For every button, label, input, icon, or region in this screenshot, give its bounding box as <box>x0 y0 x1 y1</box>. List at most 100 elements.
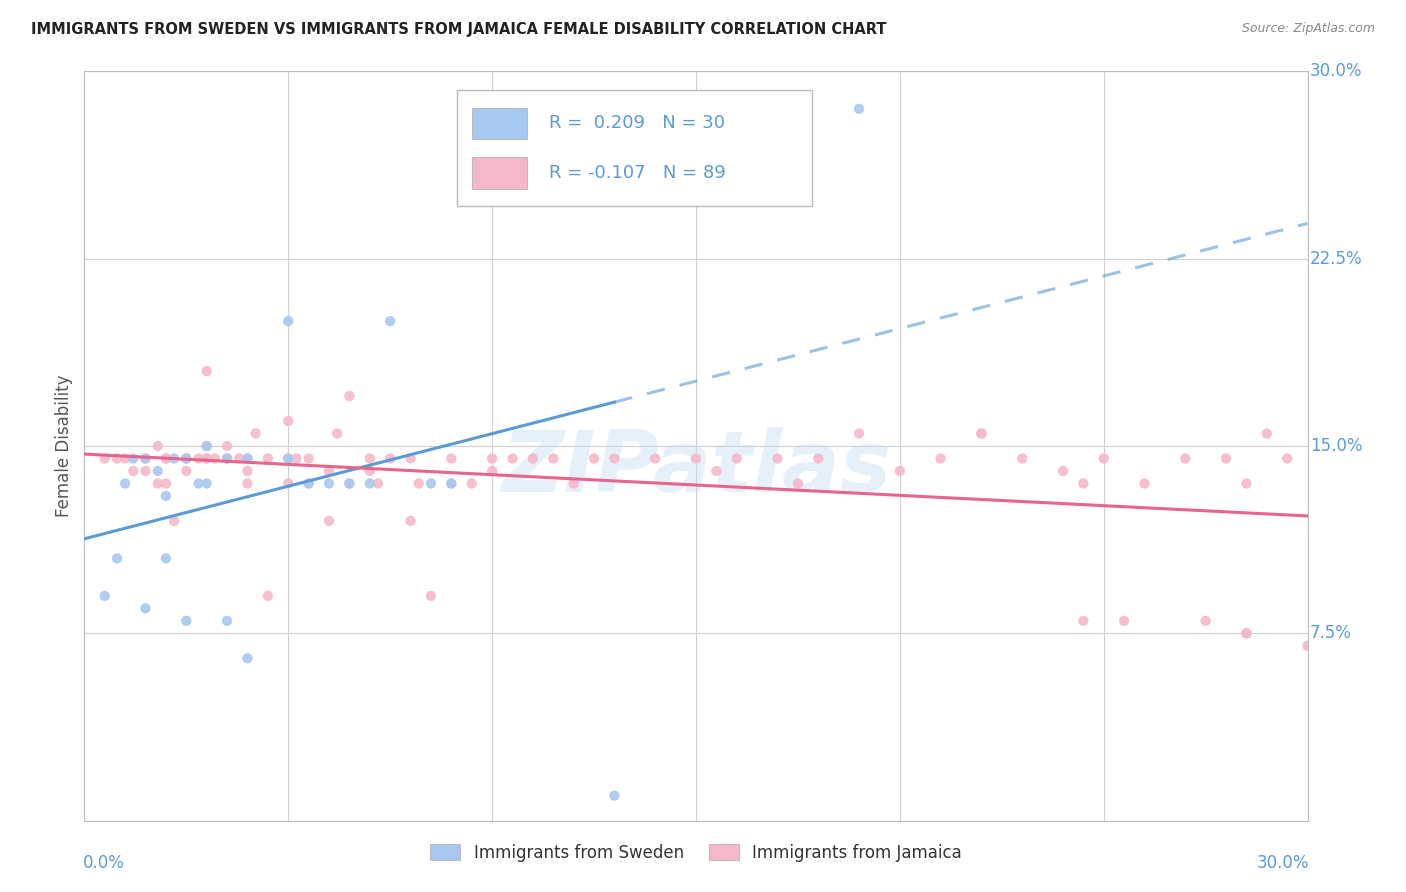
Point <box>174 451 197 466</box>
Point <box>298 476 321 491</box>
Point <box>766 451 789 466</box>
Point <box>146 464 169 478</box>
Point <box>706 464 728 478</box>
Point <box>163 451 186 466</box>
Point <box>1236 626 1258 640</box>
Text: IMMIGRANTS FROM SWEDEN VS IMMIGRANTS FROM JAMAICA FEMALE DISABILITY CORRELATION : IMMIGRANTS FROM SWEDEN VS IMMIGRANTS FRO… <box>31 22 886 37</box>
Point <box>195 451 218 466</box>
Point <box>1195 614 1218 628</box>
Point <box>326 426 349 441</box>
Point <box>1236 626 1258 640</box>
Point <box>408 476 430 491</box>
Point <box>257 451 280 466</box>
Point <box>1133 476 1156 491</box>
Point <box>318 476 340 491</box>
FancyBboxPatch shape <box>472 108 527 139</box>
Point <box>257 589 280 603</box>
Point <box>1073 614 1095 628</box>
Text: 30.0%: 30.0% <box>1257 855 1309 872</box>
Point <box>236 464 259 478</box>
Point <box>1052 464 1074 478</box>
Text: Source: ZipAtlas.com: Source: ZipAtlas.com <box>1241 22 1375 36</box>
Point <box>1296 639 1319 653</box>
Legend: Immigrants from Sweden, Immigrants from Jamaica: Immigrants from Sweden, Immigrants from … <box>423 838 969 869</box>
Point <box>1114 614 1136 628</box>
Point <box>135 464 157 478</box>
Point <box>359 464 381 478</box>
Point <box>603 451 626 466</box>
Point <box>155 451 177 466</box>
Point <box>359 451 381 466</box>
Point <box>155 489 177 503</box>
Point <box>440 476 463 491</box>
Text: ZIPatlas: ZIPatlas <box>501 427 891 510</box>
Point <box>787 476 810 491</box>
Point <box>339 476 361 491</box>
Text: 30.0%: 30.0% <box>1310 62 1362 80</box>
Point <box>236 651 259 665</box>
Point <box>114 451 136 466</box>
Point <box>217 614 239 628</box>
Point <box>685 451 707 466</box>
Point <box>217 451 239 466</box>
Point <box>93 589 115 603</box>
Point <box>1215 451 1237 466</box>
Point <box>481 464 503 478</box>
Point <box>155 551 177 566</box>
Point <box>562 476 585 491</box>
Point <box>105 451 128 466</box>
Point <box>277 476 299 491</box>
Point <box>583 451 606 466</box>
Point <box>420 476 443 491</box>
Point <box>298 451 321 466</box>
Point <box>236 451 259 466</box>
Point <box>725 451 748 466</box>
Point <box>135 451 157 466</box>
Point <box>339 389 361 403</box>
Point <box>155 451 177 466</box>
Point <box>420 589 443 603</box>
Point <box>461 476 484 491</box>
Point <box>1277 451 1299 466</box>
Point <box>1256 426 1278 441</box>
Point <box>339 476 361 491</box>
Point <box>217 439 239 453</box>
Point <box>187 451 209 466</box>
Point <box>603 789 626 803</box>
Point <box>195 451 218 466</box>
Point <box>543 451 565 466</box>
Point <box>135 451 157 466</box>
Point <box>1174 451 1197 466</box>
Point <box>298 476 321 491</box>
Point <box>1011 451 1033 466</box>
Point <box>1236 476 1258 491</box>
Text: 0.0%: 0.0% <box>83 855 125 872</box>
Point <box>195 439 218 453</box>
Point <box>970 426 993 441</box>
Point <box>1073 476 1095 491</box>
Point <box>195 476 218 491</box>
Point <box>440 451 463 466</box>
Text: R =  0.209   N = 30: R = 0.209 N = 30 <box>550 114 725 133</box>
Point <box>399 451 422 466</box>
Point <box>380 314 402 328</box>
Point <box>318 464 340 478</box>
Point <box>440 476 463 491</box>
Point <box>155 476 177 491</box>
Point <box>122 464 145 478</box>
Point <box>644 451 666 466</box>
FancyBboxPatch shape <box>472 157 527 189</box>
Point <box>889 464 911 478</box>
Point <box>318 514 340 528</box>
Point <box>367 476 389 491</box>
Point <box>277 451 299 466</box>
Point <box>245 426 267 441</box>
Point <box>277 414 299 428</box>
Text: 7.5%: 7.5% <box>1310 624 1353 642</box>
Point <box>848 102 870 116</box>
Point <box>174 614 197 628</box>
Point <box>146 476 169 491</box>
Point <box>970 426 993 441</box>
Point <box>522 451 544 466</box>
Point <box>236 451 259 466</box>
